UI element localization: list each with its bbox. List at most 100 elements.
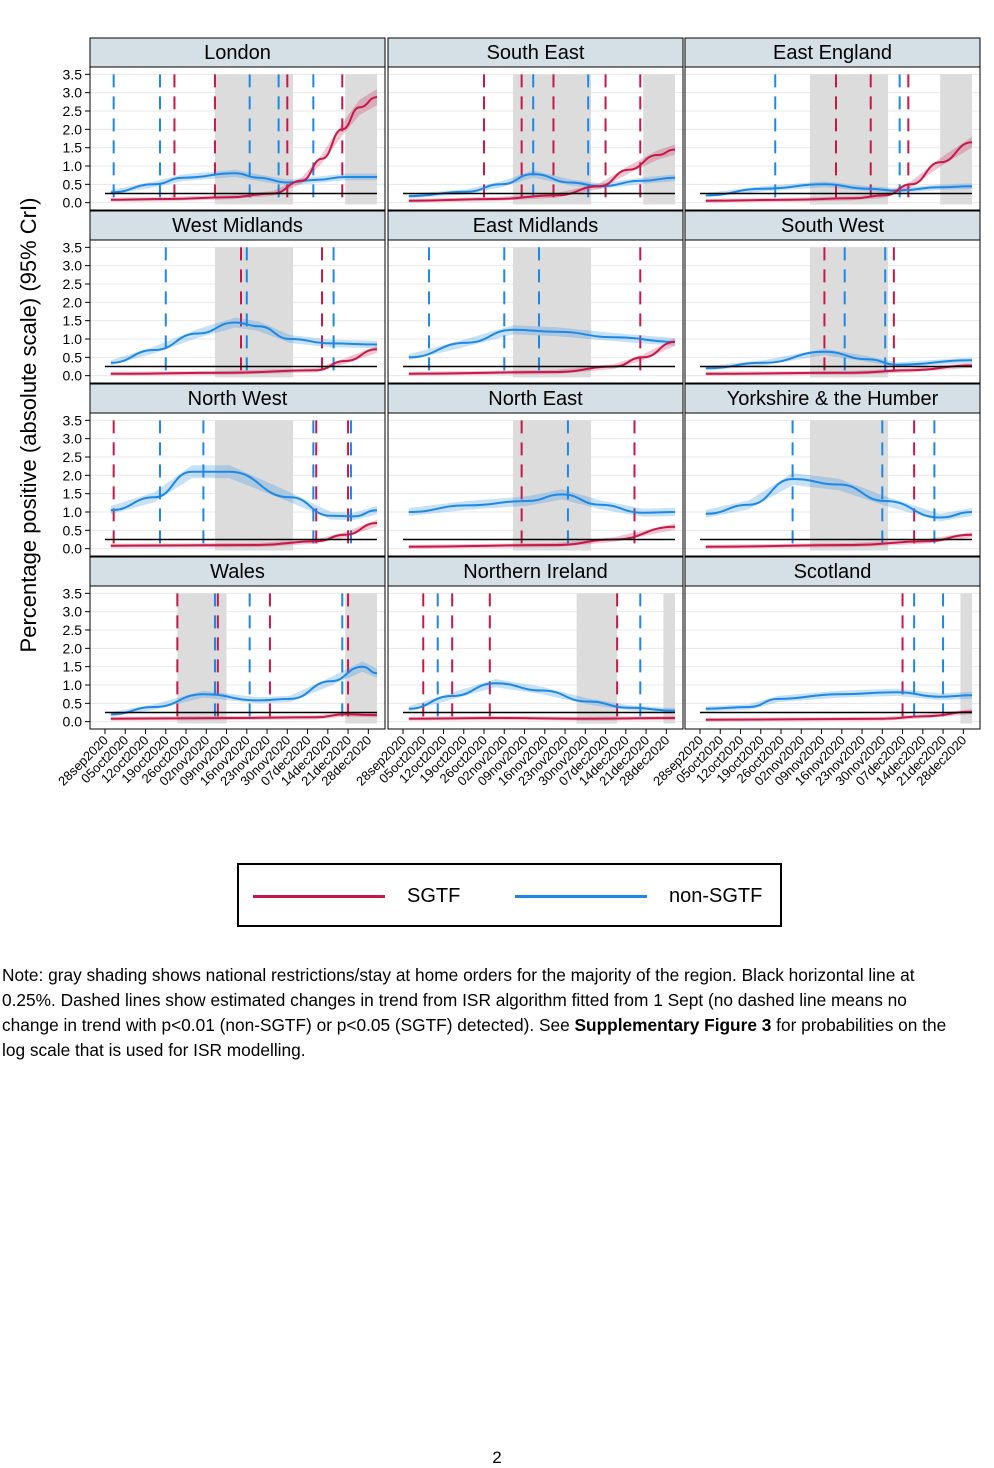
sgtf-line (408, 716, 676, 720)
sgtf-line (110, 522, 378, 547)
sgtf-line (705, 364, 973, 375)
nonsgtf-ci-band (408, 325, 675, 361)
nonsgtf-line (110, 470, 378, 518)
restriction-shading (663, 593, 675, 724)
panel-strip (387, 210, 684, 241)
restriction-shading (512, 247, 592, 378)
y-tick-label: 1.0 (63, 158, 83, 174)
chart-figure: Percentage positive (absolute scale) (95… (16, 37, 981, 789)
panel-strip (89, 210, 386, 241)
panel-strip (684, 383, 981, 414)
nonsgtf-line (408, 328, 676, 359)
y-tick-label: 3.5 (63, 239, 83, 255)
panel-title: Scotland (794, 561, 872, 583)
plot-frame (387, 239, 684, 384)
panel-strip (89, 383, 386, 414)
restriction-shading (214, 74, 294, 205)
restriction-shading (512, 420, 592, 551)
restriction-shading (643, 74, 675, 205)
nonsgtf-line (110, 172, 377, 194)
restriction-shading (345, 593, 377, 724)
y-tick-label: 3.0 (63, 258, 83, 274)
sgtf-line (705, 710, 973, 721)
nonsgtf-line (705, 183, 973, 197)
y-tick-label: 2.5 (63, 103, 83, 119)
note-bold-reference: Supplementary Figure 3 (574, 1015, 772, 1035)
panel-strip (387, 556, 684, 587)
sgtf-ci-band (408, 144, 675, 203)
y-tick-label: 2.5 (63, 449, 83, 465)
plot-frame (89, 66, 386, 211)
nonsgtf-line (110, 321, 378, 364)
y-tick-label: 0.5 (63, 522, 83, 538)
y-tick-label: 1.5 (63, 486, 83, 502)
note-text-after: for probabilities on the log scale that … (2, 1015, 947, 1060)
legend-nonsgtf-label: non-SGTF (669, 885, 763, 907)
panel-title: North West (188, 388, 288, 410)
panel-scotland: Scotland28sep202005oct202012oct202019oct… (650, 556, 981, 789)
nonsgtf-ci-band (110, 661, 378, 717)
plot-frame (684, 412, 981, 557)
panel-title: Yorkshire & the Humber (727, 388, 939, 410)
y-tick-label: 3.5 (63, 585, 83, 601)
y-tick-label: 0.0 (63, 541, 83, 557)
plot-frame (89, 239, 386, 384)
y-tick-label: 3.0 (63, 85, 83, 101)
sgtf-ci-band (705, 532, 972, 549)
plot-frame (684, 239, 981, 384)
y-tick-label: 1.0 (63, 331, 83, 347)
restriction-shading (177, 593, 227, 724)
y-tick-label: 2.0 (63, 121, 83, 137)
legend-sgtf-line (253, 895, 385, 898)
nonsgtf-ci-band (110, 317, 378, 366)
y-tick-label: 3.0 (63, 431, 83, 447)
panel-title: West Midlands (172, 215, 303, 237)
y-tick-label: 1.5 (63, 659, 83, 675)
panel-strip (684, 37, 981, 68)
nonsgtf-line (705, 477, 973, 519)
panel-north-west: North West 0.0 0.5 1.0 1.5 2.0 2.5 3.0 3.5 (63, 383, 386, 557)
nonsgtf-line (705, 691, 973, 710)
panel-east-midlands: East Midlands (387, 210, 684, 384)
y-tick-label: 1.0 (63, 504, 83, 520)
panel-strip (684, 556, 981, 587)
panel-title: London (204, 42, 271, 64)
nonsgtf-ci-band (408, 489, 675, 517)
nonsgtf-line (110, 665, 378, 716)
y-tick-label: 2.5 (63, 276, 83, 292)
panel-title: Northern Ireland (463, 561, 608, 583)
note-text-before: Note: gray shading shows national restri… (2, 965, 915, 1035)
legend-sgtf-label: SGTF (407, 885, 461, 907)
panel-west-midlands: West Midlands 0.0 0.5 1.0 1.5 2.0 2.5 3.0 3.5 (63, 210, 386, 384)
sgtf-line (408, 148, 676, 202)
restriction-shading (214, 247, 294, 378)
y-tick-label: 3.0 (63, 604, 83, 620)
legend-nonsgtf-line (515, 895, 647, 898)
plot-frame (387, 412, 684, 557)
panel-london: London 0.0 0.5 1.0 1.5 2.0 2.5 3.0 3.5 (63, 37, 386, 211)
panel-title: Wales (210, 561, 265, 583)
panel-title: North East (488, 388, 583, 410)
restriction-shading (345, 74, 377, 205)
restriction-shading (960, 593, 972, 724)
plot-frame (684, 585, 981, 730)
plot-area (90, 586, 385, 729)
y-tick-label: 0.0 (63, 714, 83, 730)
sgtf-line (110, 348, 378, 375)
nonsgtf-ci-band (705, 473, 972, 522)
nonsgtf-line (408, 493, 676, 514)
y-tick-label: 0.0 (63, 195, 83, 211)
sgtf-line (110, 96, 378, 201)
y-axis-title: Percentage positive (absolute scale) (95… (16, 198, 41, 653)
nonsgtf-ci-band (705, 688, 972, 712)
y-tick-label: 0.5 (63, 695, 83, 711)
y-tick-label: 2.0 (63, 467, 83, 483)
sgtf-line (408, 525, 676, 548)
y-tick-label: 2.0 (63, 640, 83, 656)
plot-frame (387, 585, 684, 730)
y-tick-label: 3.5 (63, 66, 83, 82)
panel-south-east: South East (387, 37, 684, 211)
nonsgtf-ci-band (110, 169, 378, 195)
panel-north-east: North East (387, 383, 684, 557)
page-number: 2 (492, 1448, 502, 1467)
